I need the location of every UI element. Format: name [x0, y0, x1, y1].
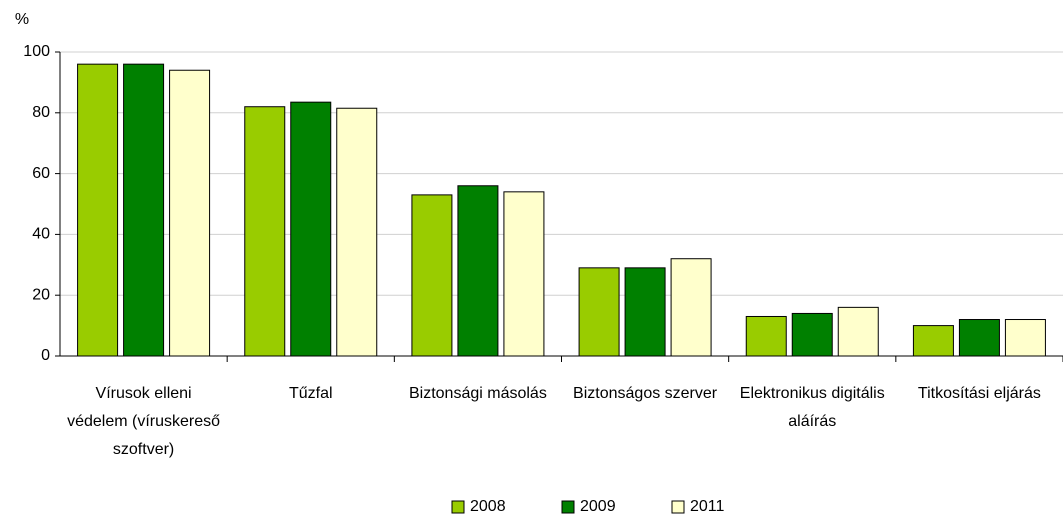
y-tick-label: 0: [41, 347, 50, 364]
bar: [336, 107, 378, 357]
bar: [457, 185, 499, 357]
bar: [77, 63, 119, 357]
bar: [503, 191, 545, 357]
bar: [244, 106, 286, 357]
legend-label: 2008: [470, 498, 506, 515]
y-tick-label: 40: [32, 226, 50, 243]
bar: [123, 63, 165, 357]
bar: [670, 258, 712, 357]
x-tick-label: Vírusok elleni védelem (víruskereső szof…: [67, 385, 221, 458]
bar: [290, 101, 332, 357]
x-tick-label: Biztonsági másolás: [408, 385, 547, 402]
bar: [169, 69, 211, 357]
bar: [578, 267, 620, 357]
x-tick-label: Biztonságos szerver: [573, 385, 718, 402]
legend-swatch: [671, 500, 685, 514]
y-tick-label: 20: [32, 286, 50, 303]
y-tick-label: 80: [32, 104, 50, 121]
legend-label: 2009: [580, 498, 616, 515]
y-tick-label: 60: [32, 165, 50, 182]
x-tick-label: Titkosítási eljárás: [917, 385, 1041, 402]
bar: [1004, 319, 1046, 357]
legend-label: 2011: [690, 498, 725, 515]
y-tick-label: 100: [23, 43, 50, 60]
legend-swatch: [451, 500, 465, 514]
bar: [958, 319, 1000, 357]
x-tick-label: Tűzfal: [288, 385, 333, 402]
bar: [912, 325, 954, 357]
legend-swatch: [561, 500, 575, 514]
x-tick-label: Elektronikus digitális aláírás: [739, 385, 885, 430]
bar: [624, 267, 666, 357]
y-axis-label: %: [15, 11, 29, 28]
bar: [791, 312, 833, 357]
bar: [411, 194, 453, 357]
bar: [837, 306, 879, 357]
bar: [745, 315, 787, 357]
